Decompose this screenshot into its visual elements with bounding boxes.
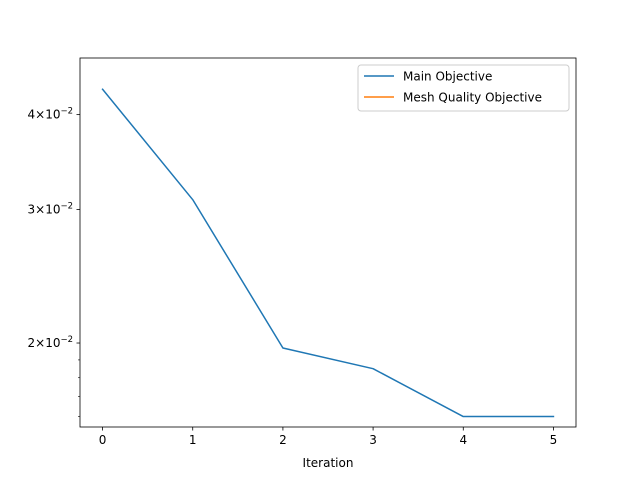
x-axis-ticks: 0 1 2 3 4 5 <box>99 427 558 447</box>
legend-box <box>357 64 570 112</box>
legend-label-mesh-quality-objective: Mesh Quality Objective <box>403 91 542 105</box>
x-tick-label: 1 <box>189 433 197 447</box>
x-axis-label: Iteration <box>303 456 354 470</box>
x-tick-label: 2 <box>279 433 287 447</box>
y-tick-label: 2×10−2 <box>28 335 74 350</box>
plot-frame <box>79 57 577 428</box>
series-layer <box>101 88 555 418</box>
legend-label-main-objective: Main Objective <box>403 70 492 84</box>
series-line-main-objective <box>101 88 555 418</box>
plot-area <box>80 58 576 427</box>
y-tick-label: 4×10−2 <box>28 107 74 122</box>
x-tick-label: 3 <box>369 433 377 447</box>
x-tick-label: 5 <box>550 433 558 447</box>
x-tick-label: 4 <box>459 433 467 447</box>
legend: Main Objective Mesh Quality Objective <box>357 64 570 112</box>
x-tick-label: 0 <box>99 433 107 447</box>
y-tick-label: 3×10−2 <box>28 201 74 216</box>
